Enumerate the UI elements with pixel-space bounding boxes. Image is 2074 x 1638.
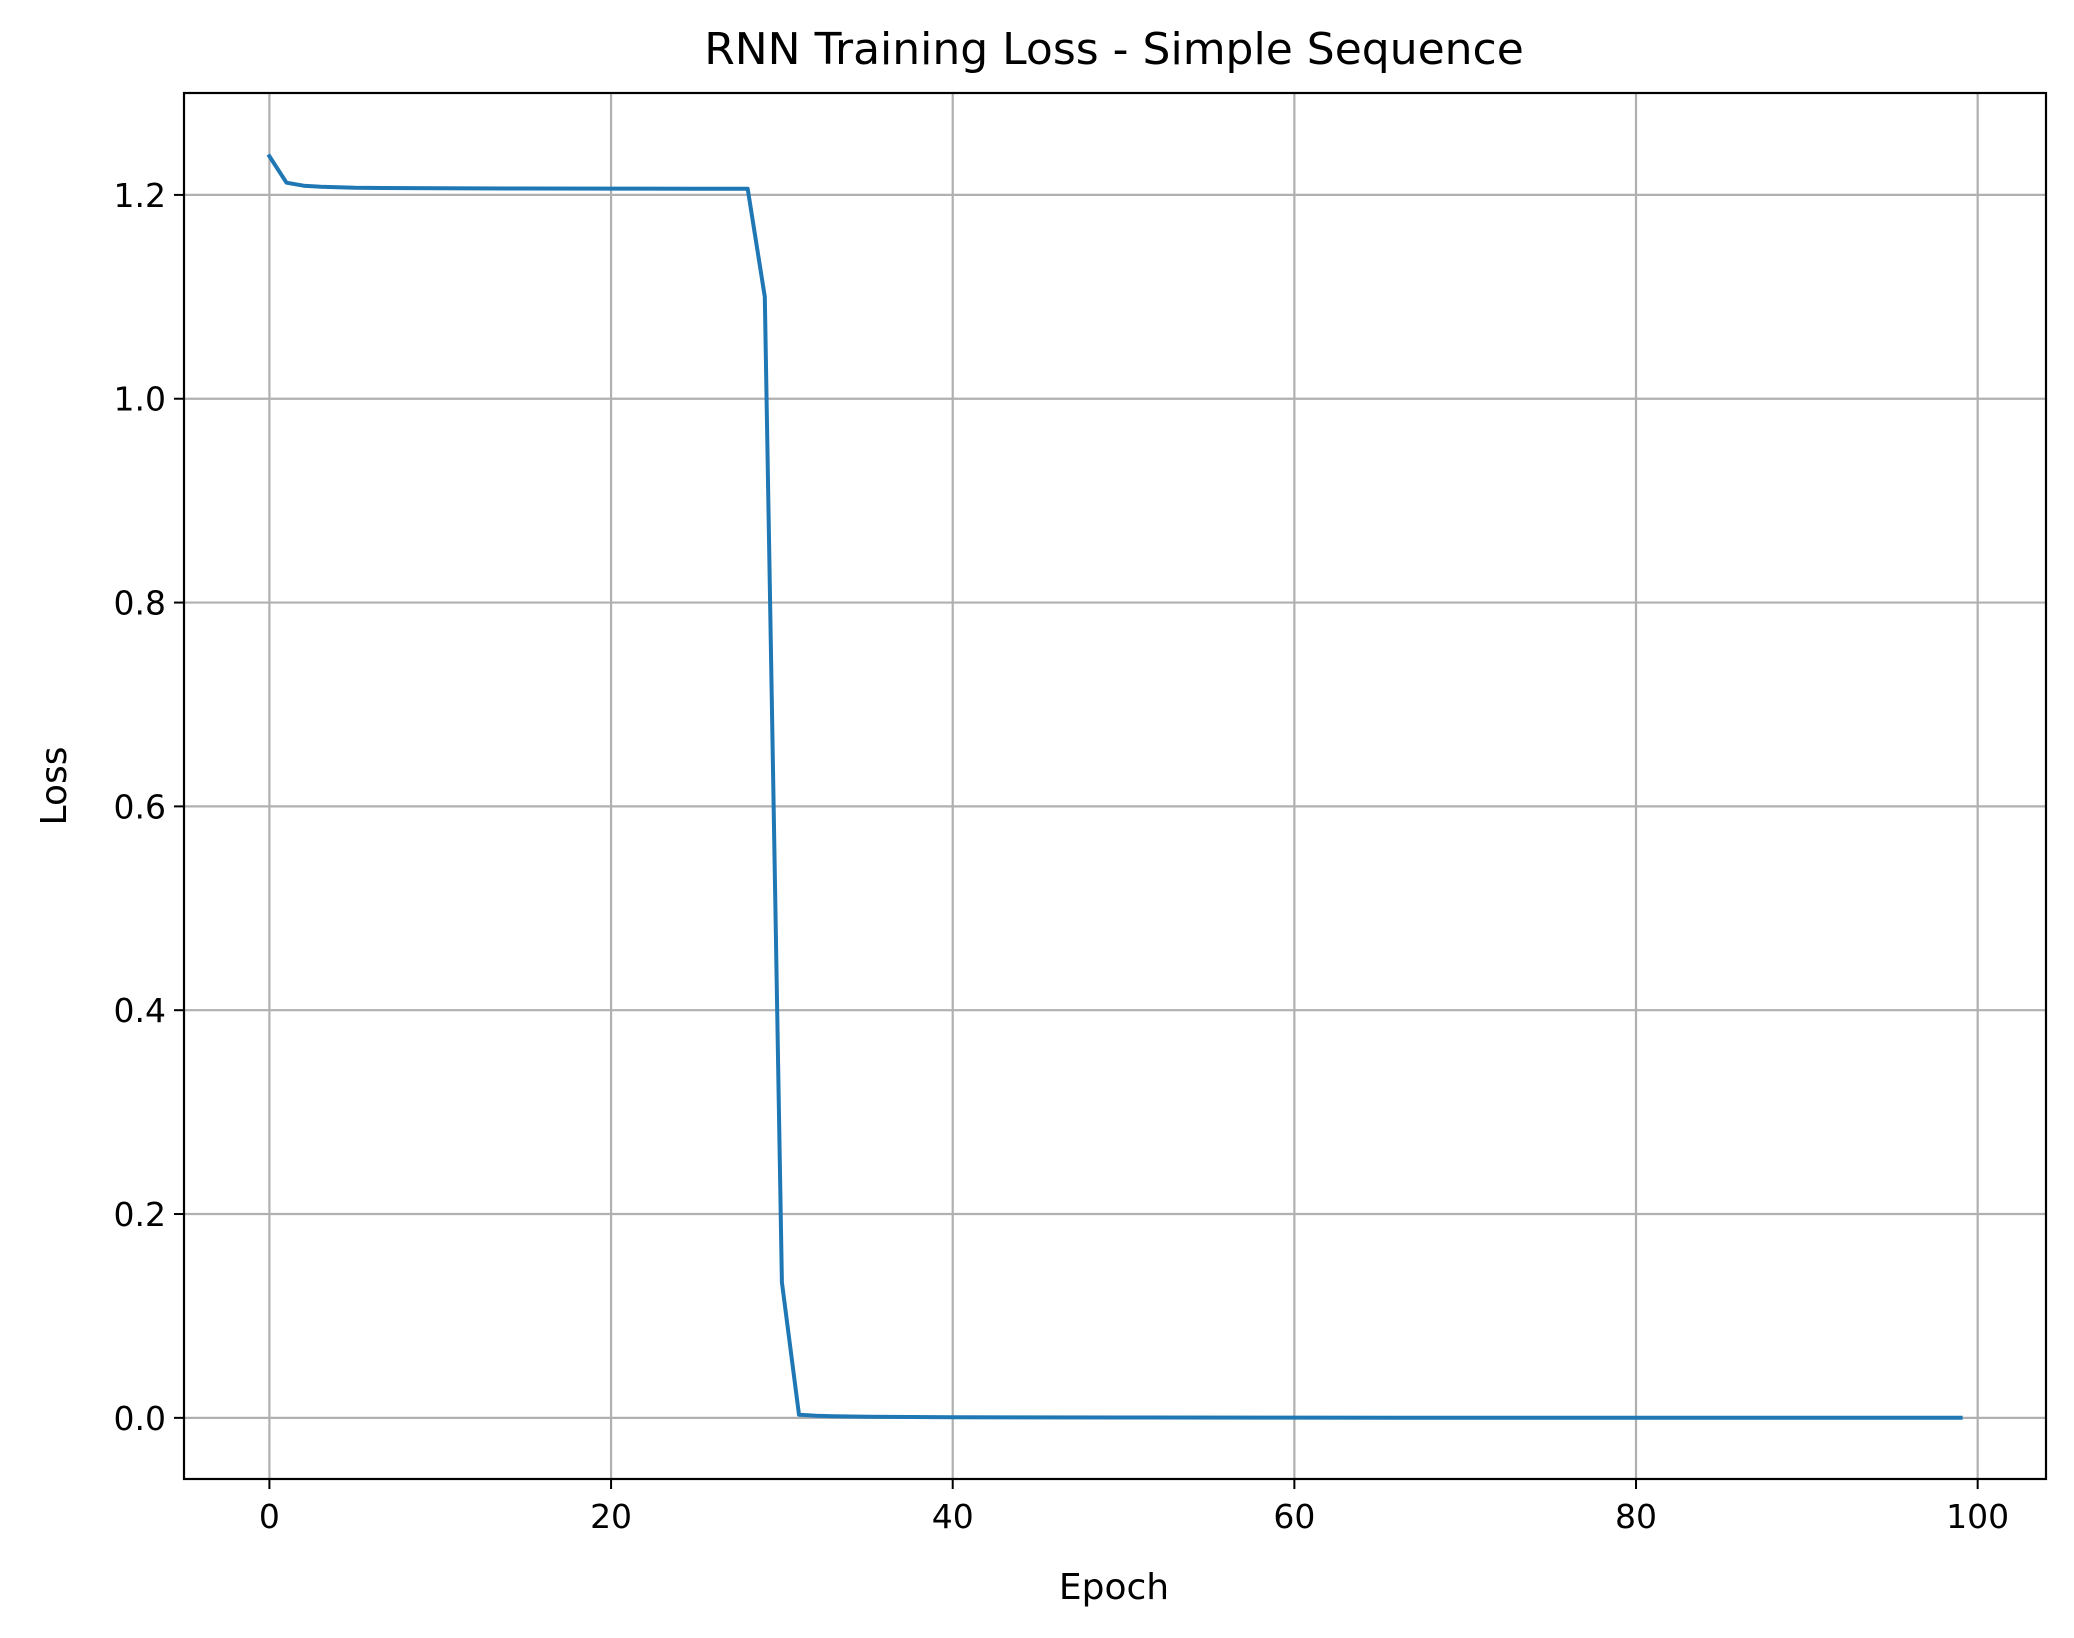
y-tick-label: 0.6	[114, 787, 166, 826]
y-tick-label: 0.0	[114, 1399, 166, 1438]
x-tick-label: 0	[259, 1497, 280, 1536]
y-axis: 0.0 0.2 0.4 0.6 0.8 1.0 1.2	[114, 176, 184, 1438]
y-tick-label: 0.8	[114, 584, 166, 623]
x-tick-label: 80	[1615, 1497, 1657, 1536]
x-axis: 0 20 40 60 80 100	[259, 1479, 2009, 1536]
y-tick-label: 0.4	[114, 991, 166, 1030]
x-tick-label: 40	[932, 1497, 974, 1536]
x-tick-label: 100	[1946, 1497, 2009, 1536]
y-axis-label: Loss	[34, 747, 75, 826]
chart-title: RNN Training Loss - Simple Sequence	[704, 24, 1524, 75]
y-tick-label: 0.2	[114, 1195, 166, 1234]
y-tick-label: 1.2	[114, 176, 166, 215]
plot-frame	[182, 91, 2048, 1481]
x-axis-label: Epoch	[1059, 1567, 1169, 1608]
x-tick-label: 60	[1273, 1497, 1315, 1536]
grid	[184, 93, 2046, 1479]
y-tick-label: 1.0	[114, 380, 166, 419]
series-layer	[266, 153, 1963, 1420]
loss-series-line	[266, 153, 1963, 1420]
x-tick-label: 20	[590, 1497, 632, 1536]
